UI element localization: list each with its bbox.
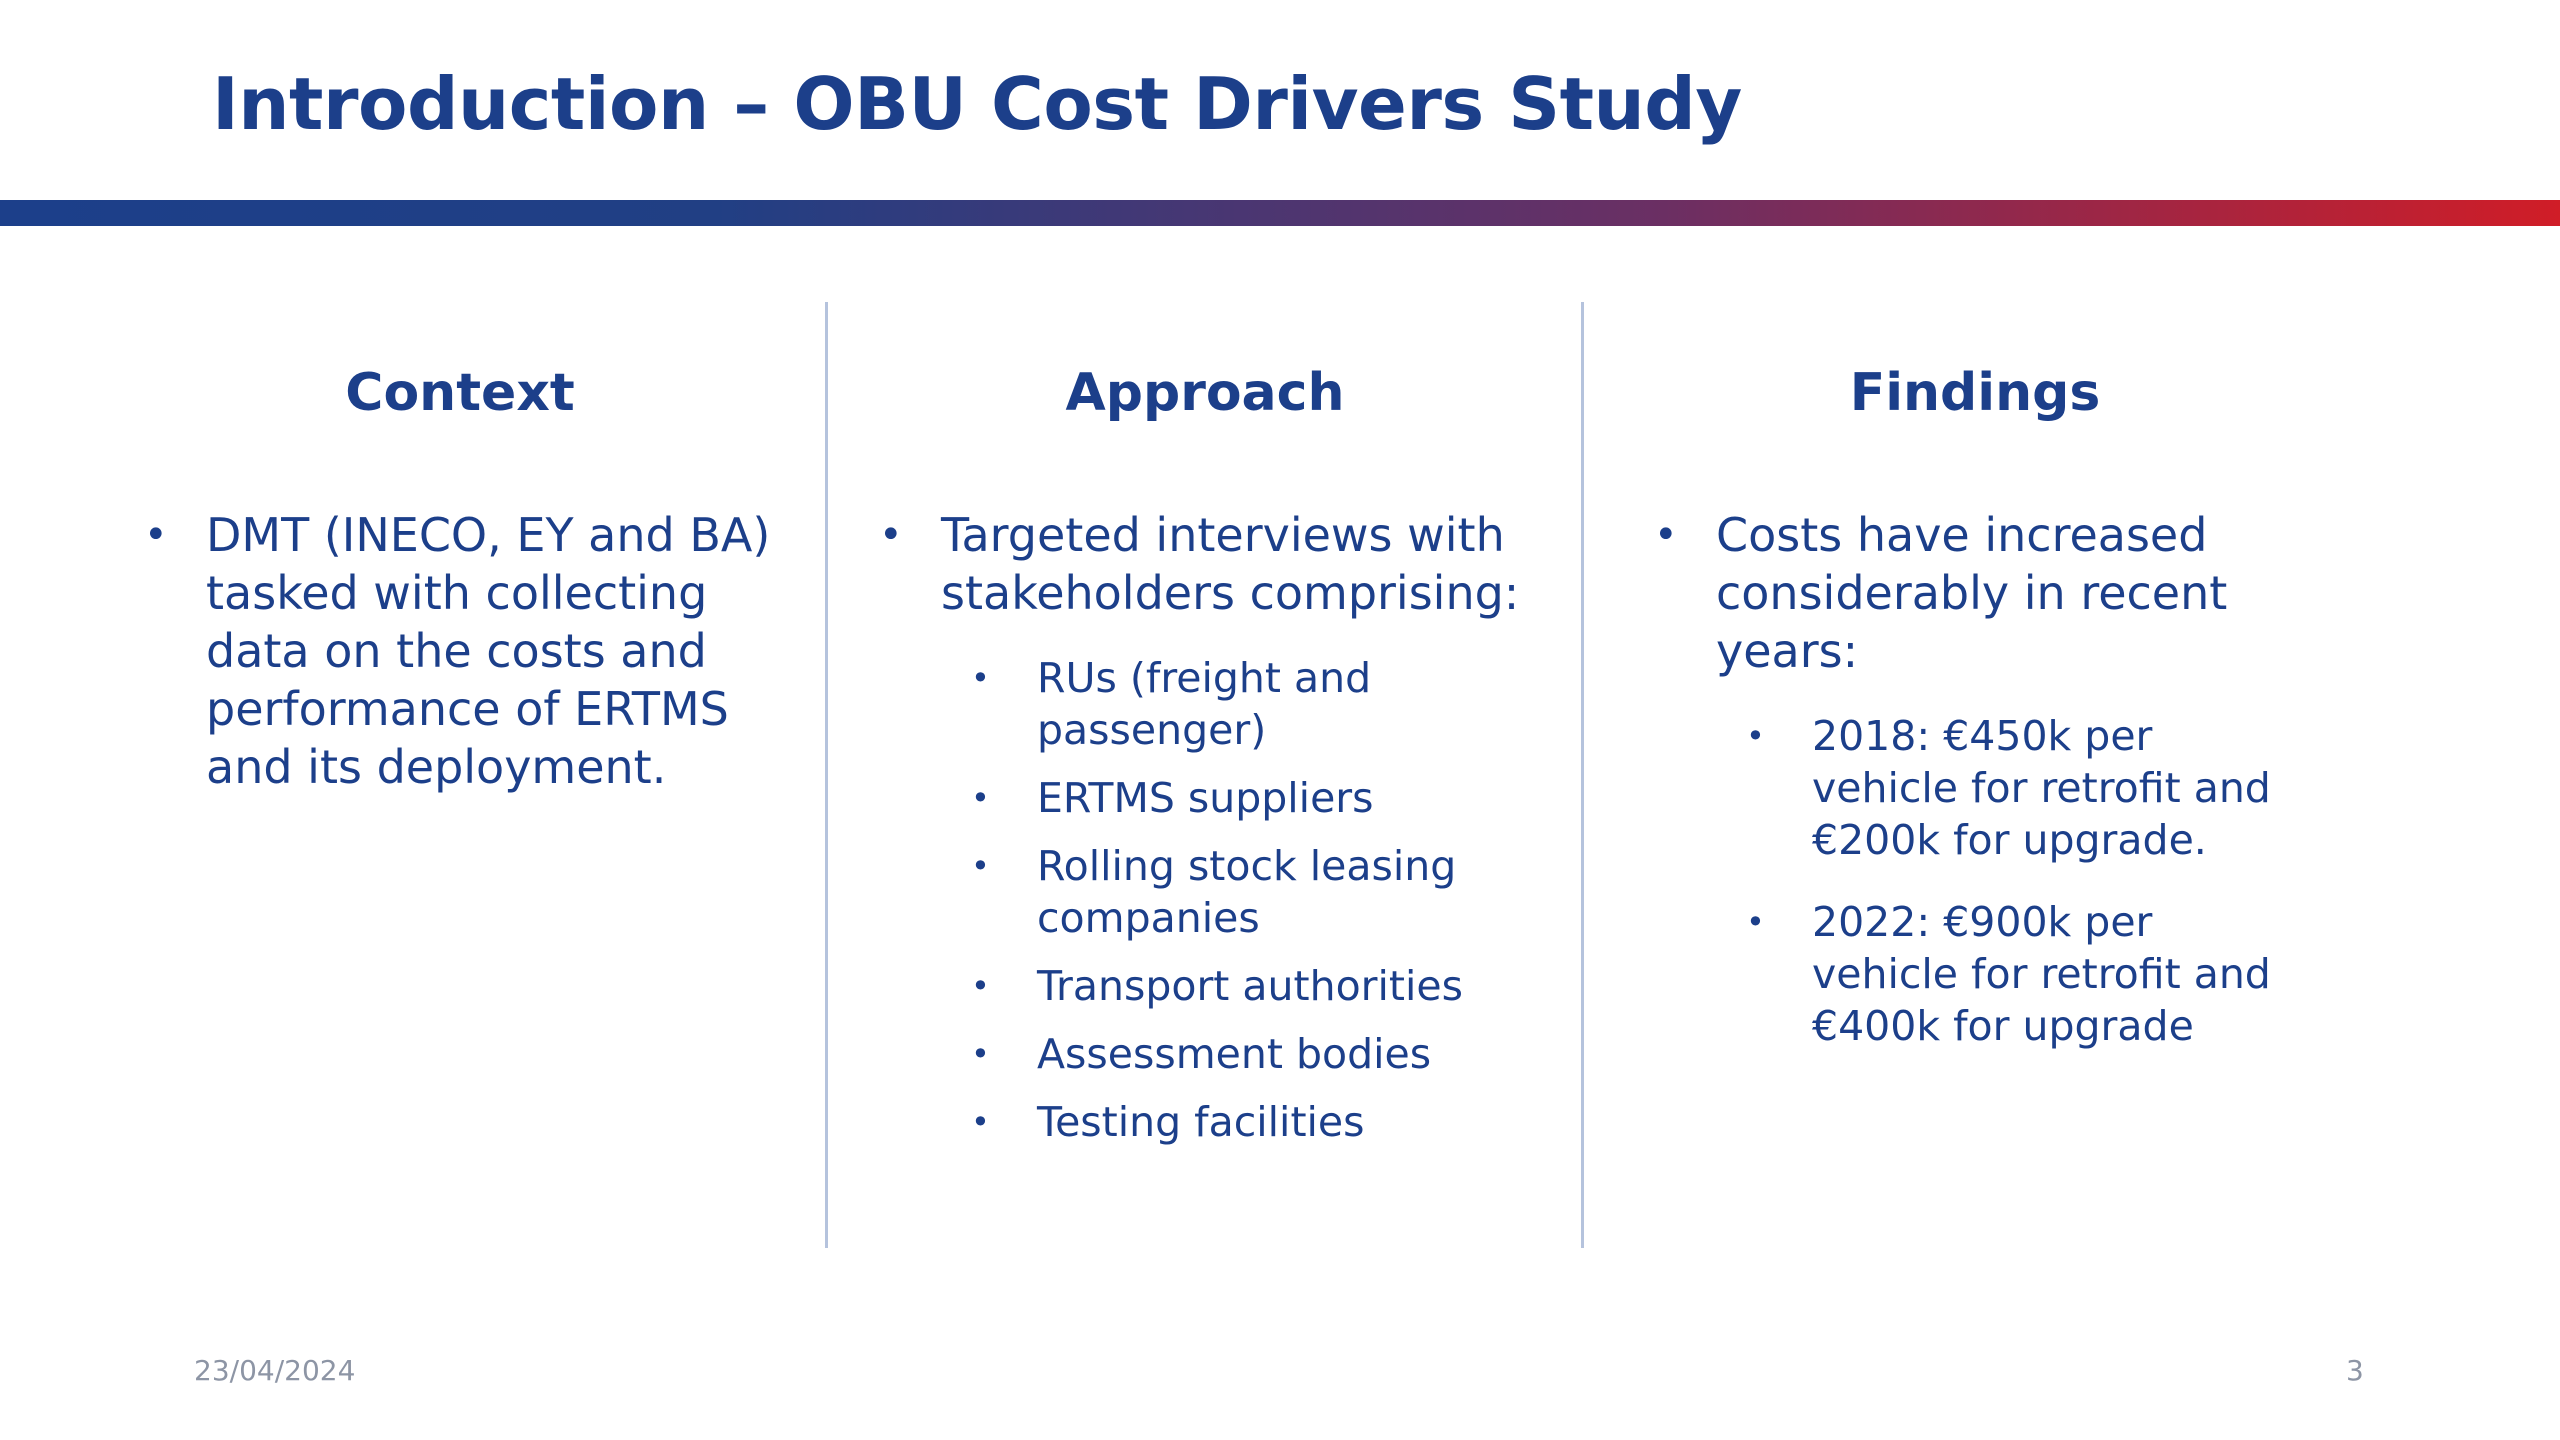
cost-item: • 2022: €900k per vehicle for retrofit a… bbox=[1746, 896, 2300, 1052]
findings-column: Findings • Costs have increased consider… bbox=[1650, 360, 2300, 1082]
column-divider-1 bbox=[825, 302, 828, 1248]
header-gradient-bar bbox=[0, 200, 2560, 226]
bullet-icon: • bbox=[971, 659, 990, 697]
stakeholder-text: Testing facilities bbox=[1037, 1098, 1365, 1146]
stakeholder-item: • Transport authorities bbox=[971, 960, 1535, 1012]
column-divider-2 bbox=[1581, 302, 1584, 1248]
approach-bullet-item: • Targeted interviews with stakeholders … bbox=[875, 506, 1535, 1148]
stakeholder-item: • Testing facilities bbox=[971, 1096, 1535, 1148]
bullet-icon: • bbox=[144, 512, 168, 558]
slide-title: Introduction – OBU Cost Drivers Study bbox=[212, 62, 1742, 146]
cost-text: 2018: €450k per vehicle for retrofit and… bbox=[1812, 712, 2271, 864]
stakeholder-item: • Assessment bodies bbox=[971, 1028, 1535, 1080]
bullet-icon: • bbox=[971, 1103, 990, 1141]
bullet-icon: • bbox=[1746, 903, 1765, 941]
context-bullet-list: • DMT (INECO, EY and BA) tasked with col… bbox=[140, 506, 780, 796]
cost-text: 2022: €900k per vehicle for retrofit and… bbox=[1812, 898, 2271, 1050]
approach-heading: Approach bbox=[1065, 363, 1345, 423]
context-bullet-item: • DMT (INECO, EY and BA) tasked with col… bbox=[140, 506, 780, 796]
bullet-icon: • bbox=[971, 847, 990, 885]
page-number: 3 bbox=[2346, 1354, 2364, 1387]
footer-date: 23/04/2024 bbox=[194, 1354, 356, 1387]
stakeholder-item: • ERTMS suppliers bbox=[971, 772, 1535, 824]
bullet-icon: • bbox=[1746, 717, 1765, 755]
cost-item: • 2018: €450k per vehicle for retrofit a… bbox=[1746, 710, 2300, 866]
context-heading: Context bbox=[345, 363, 575, 423]
bullet-icon: • bbox=[879, 512, 903, 558]
approach-column: Approach • Targeted interviews with stak… bbox=[875, 360, 1535, 1164]
bullet-icon: • bbox=[971, 1035, 990, 1073]
stakeholder-text: ERTMS suppliers bbox=[1037, 774, 1374, 822]
approach-bullet-text: Targeted interviews with stakeholders co… bbox=[941, 508, 1520, 620]
stakeholder-item: • Rolling stock leasing companies bbox=[971, 840, 1535, 944]
findings-cost-list: • 2018: €450k per vehicle for retrofit a… bbox=[1716, 710, 2300, 1052]
context-column: Context • DMT (INECO, EY and BA) tasked … bbox=[140, 360, 780, 796]
stakeholder-text: Transport authorities bbox=[1037, 962, 1463, 1010]
approach-stakeholder-list: • RUs (freight and passenger) • ERTMS su… bbox=[941, 652, 1535, 1148]
findings-bullet-item: • Costs have increased considerably in r… bbox=[1650, 506, 2300, 1052]
bullet-icon: • bbox=[971, 967, 990, 1005]
approach-bullet-list: • Targeted interviews with stakeholders … bbox=[875, 506, 1535, 1148]
context-bullet-text: DMT (INECO, EY and BA) tasked with colle… bbox=[206, 508, 771, 794]
bullet-icon: • bbox=[971, 779, 990, 817]
findings-bullet-list: • Costs have increased considerably in r… bbox=[1650, 506, 2300, 1052]
stakeholder-text: Rolling stock leasing companies bbox=[1037, 842, 1457, 942]
findings-heading: Findings bbox=[1849, 363, 2101, 423]
stakeholder-text: RUs (freight and passenger) bbox=[1037, 654, 1372, 754]
bullet-icon: • bbox=[1654, 512, 1678, 558]
stakeholder-text: Assessment bodies bbox=[1037, 1030, 1432, 1078]
stakeholder-item: • RUs (freight and passenger) bbox=[971, 652, 1535, 756]
findings-bullet-text: Costs have increased considerably in rec… bbox=[1716, 508, 2228, 678]
